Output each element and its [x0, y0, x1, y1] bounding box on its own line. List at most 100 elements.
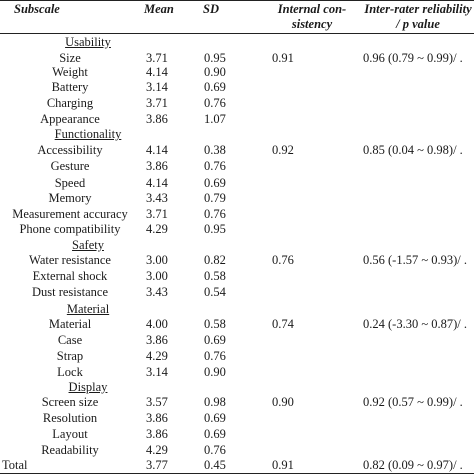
table-top-rule — [0, 0, 474, 1]
header-internal-consistency-line2: sistency — [291, 17, 333, 31]
row-sd: 0.98 — [204, 395, 226, 409]
row-label: Size — [59, 51, 81, 65]
table-row: Strap 4.29 0.76 — [0, 347, 474, 366]
group-internal-consistency: 0.76 — [272, 253, 294, 267]
row-label: Memory — [48, 191, 92, 205]
group-internal-consistency: 0.90 — [272, 395, 294, 409]
group-title-display: Display — [68, 380, 108, 394]
header-internal-consistency-line1: Internal con- — [277, 2, 347, 16]
group-title-material: Material — [66, 302, 110, 316]
row-sd: 0.79 — [204, 191, 226, 205]
header-inter-rater-line1: Inter-rater reliability — [364, 2, 472, 16]
row-label: Resolution — [42, 411, 98, 425]
row-mean: 3.00 — [146, 269, 168, 283]
total-internal-consistency: 0.91 — [272, 458, 294, 472]
group-internal-consistency: 0.74 — [272, 317, 294, 331]
table-row: Readability 4.29 0.76 — [0, 441, 474, 460]
table-row: Water resistance 3.00 0.82 0.76 0.56 (-1… — [0, 251, 474, 270]
group-title-safety: Safety — [72, 238, 104, 252]
group-internal-consistency: 0.92 — [272, 143, 294, 157]
row-sd: 0.54 — [204, 285, 226, 299]
row-label: Case — [57, 333, 83, 347]
row-sd: 0.95 — [204, 51, 226, 65]
table-row: Measurement accuracy 3.71 0.76 — [0, 205, 474, 224]
group-inter-rater: 0.92 (0.57 ~ 0.99)/ . — [363, 395, 463, 409]
row-mean: 4.14 — [146, 143, 168, 157]
table-row: Size 3.71 0.95 0.91 0.96 (0.79 ~ 0.99)/ … — [0, 49, 474, 68]
row-label: Lock — [57, 365, 83, 379]
row-label: Phone compatibility — [19, 222, 121, 236]
row-mean: 3.86 — [146, 112, 168, 126]
row-label: Battery — [51, 80, 89, 94]
row-mean: 3.14 — [146, 80, 168, 94]
group-inter-rater: 0.24 (-3.30 ~ 0.87)/ . — [363, 317, 467, 331]
row-sd: 0.38 — [204, 143, 226, 157]
row-sd: 0.90 — [204, 365, 226, 379]
row-sd: 0.69 — [204, 176, 226, 190]
row-sd: 0.69 — [204, 427, 226, 441]
header-inter-rater-reliability: Inter-rater reliability / p value — [353, 2, 474, 32]
table-row: Appearance 3.86 1.07 — [0, 110, 474, 129]
total-sd: 0.45 — [204, 458, 226, 472]
row-mean: 4.29 — [146, 349, 168, 363]
row-mean: 3.71 — [146, 96, 168, 110]
row-label: Dust resistance — [31, 285, 109, 299]
row-label: Material — [48, 317, 92, 331]
table-row: Weight 4.14 0.90 — [0, 63, 474, 82]
table-row: Lock 3.14 0.90 — [0, 363, 474, 382]
group-title-usability: Usability — [65, 35, 111, 49]
row-mean: 3.86 — [146, 333, 168, 347]
row-sd: 0.76 — [204, 159, 226, 173]
row-label: Water resistance — [29, 253, 111, 267]
header-mean: Mean — [144, 2, 174, 16]
group-title-functionality: Functionality — [54, 127, 122, 141]
row-label: Readability — [41, 443, 99, 457]
group-inter-rater: 0.56 (-1.57 ~ 0.93)/ . — [363, 253, 467, 267]
table-row: Phone compatibility 4.29 0.95 — [0, 220, 474, 239]
row-mean: 3.43 — [146, 191, 168, 205]
table-row: Charging 3.71 0.76 — [0, 94, 474, 113]
header-subscale: Subscale — [14, 2, 60, 16]
row-label: Charging — [46, 96, 94, 110]
table-row: Battery 3.14 0.69 — [0, 78, 474, 97]
table-row: Accessibility 4.14 0.38 0.92 0.85 (0.04 … — [0, 141, 474, 160]
row-mean: 3.43 — [146, 285, 168, 299]
row-sd: 0.76 — [204, 443, 226, 457]
row-mean: 3.71 — [146, 207, 168, 221]
row-sd: 0.69 — [204, 411, 226, 425]
row-sd: 0.95 — [204, 222, 226, 236]
table-row: Layout 3.86 0.69 — [0, 425, 474, 444]
row-mean: 4.29 — [146, 222, 168, 236]
row-label: Appearance — [40, 112, 100, 126]
row-label: Speed — [54, 176, 86, 190]
row-label: Gesture — [50, 159, 90, 173]
row-sd: 0.69 — [204, 333, 226, 347]
row-label: Strap — [56, 349, 84, 363]
total-inter-rater: 0.82 (0.09 ~ 0.97)/ . — [363, 458, 463, 472]
group-inter-rater: 0.85 (0.04 ~ 0.98)/ . — [363, 143, 463, 157]
row-sd: 0.82 — [204, 253, 226, 267]
row-mean: 3.00 — [146, 253, 168, 267]
table-row: External shock 3.00 0.58 — [0, 267, 474, 286]
total-label: Total — [2, 458, 28, 472]
row-mean: 3.14 — [146, 365, 168, 379]
table-row: Gesture 3.86 0.76 — [0, 157, 474, 176]
row-mean: 4.14 — [146, 176, 168, 190]
table-row: Speed 4.14 0.69 — [0, 174, 474, 193]
table-row: Case 3.86 0.69 — [0, 331, 474, 350]
row-sd: 0.76 — [204, 207, 226, 221]
group-inter-rater: 0.96 (0.79 ~ 0.99)/ . — [363, 51, 463, 65]
row-label: Screen size — [41, 395, 99, 409]
row-sd: 0.69 — [204, 80, 226, 94]
table-row: Resolution 3.86 0.69 — [0, 409, 474, 428]
table-row: Memory 3.43 0.79 — [0, 189, 474, 208]
row-mean: 3.86 — [146, 411, 168, 425]
row-mean: 3.57 — [146, 395, 168, 409]
table-row: Material 4.00 0.58 0.74 0.24 (-3.30 ~ 0.… — [0, 315, 474, 334]
header-bottom-rule — [0, 33, 474, 34]
row-label: Layout — [52, 427, 88, 441]
header-inter-rater-line2: / p value — [396, 17, 440, 31]
row-sd: 0.58 — [204, 269, 226, 283]
row-sd: 0.90 — [204, 65, 226, 79]
